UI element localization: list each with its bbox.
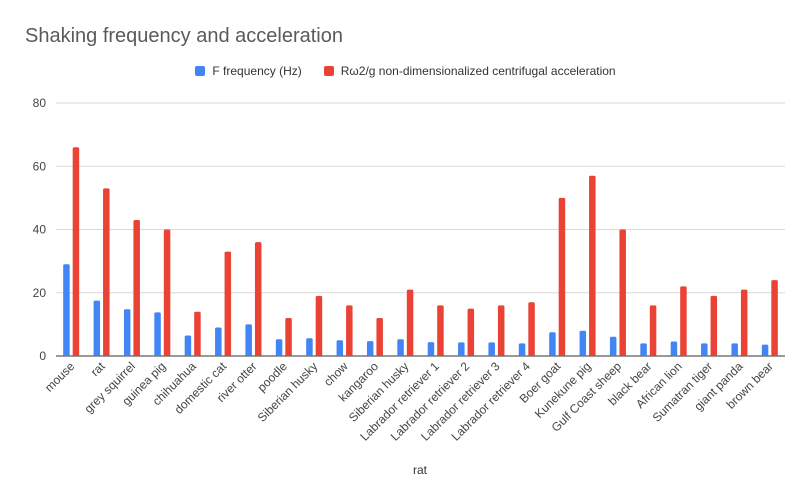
- bar-acceleration[interactable]: [497, 305, 505, 356]
- bar-acceleration[interactable]: [680, 286, 687, 356]
- bar-frequency[interactable]: [427, 342, 435, 356]
- bar-acceleration[interactable]: [133, 220, 140, 356]
- y-tick-label: 0: [39, 349, 46, 363]
- bar-frequency[interactable]: [184, 335, 192, 356]
- bar-frequency[interactable]: [306, 338, 313, 356]
- bar-frequency[interactable]: [63, 264, 70, 356]
- y-tick-label: 40: [33, 223, 47, 237]
- bar-frequency[interactable]: [245, 324, 252, 356]
- bar-acceleration[interactable]: [346, 305, 353, 356]
- bar-acceleration[interactable]: [376, 318, 383, 356]
- bar-frequency[interactable]: [609, 336, 617, 356]
- bar-acceleration[interactable]: [224, 251, 232, 356]
- bar-acceleration[interactable]: [589, 175, 596, 356]
- bar-frequency[interactable]: [215, 327, 222, 356]
- gridlines: [56, 102, 785, 357]
- bar-frequency[interactable]: [731, 343, 738, 356]
- bar-frequency[interactable]: [518, 343, 526, 356]
- legend-label-frequency: F frequency (Hz): [212, 64, 302, 78]
- bars: [63, 147, 778, 356]
- bar-frequency[interactable]: [640, 343, 647, 356]
- y-tick-label: 60: [33, 159, 47, 173]
- bar-frequency[interactable]: [336, 340, 344, 356]
- y-tick-label: 80: [33, 96, 47, 110]
- bar-acceleration[interactable]: [163, 229, 171, 357]
- bar-frequency[interactable]: [549, 332, 556, 356]
- bar-frequency[interactable]: [458, 342, 465, 356]
- bar-frequency[interactable]: [701, 343, 708, 356]
- y-tick-label: 20: [33, 286, 47, 300]
- bar-acceleration[interactable]: [649, 305, 657, 356]
- legend: F frequency (Hz) Rω2/g non-dimensionaliz…: [0, 64, 811, 78]
- bar-frequency[interactable]: [366, 341, 374, 356]
- bar-acceleration[interactable]: [103, 188, 110, 356]
- x-tick-label: rat: [88, 359, 108, 379]
- bar-acceleration[interactable]: [619, 229, 626, 357]
- bar-acceleration[interactable]: [72, 147, 80, 356]
- bar-acceleration[interactable]: [467, 308, 475, 356]
- bar-frequency[interactable]: [579, 330, 587, 356]
- bar-acceleration[interactable]: [285, 318, 292, 356]
- bar-frequency[interactable]: [397, 339, 404, 356]
- bar-frequency[interactable]: [670, 341, 678, 356]
- bar-acceleration[interactable]: [406, 289, 414, 356]
- bar-acceleration[interactable]: [528, 302, 535, 356]
- bar-frequency[interactable]: [93, 300, 101, 356]
- bar-acceleration[interactable]: [315, 295, 323, 356]
- legend-item-acceleration[interactable]: Rω2/g non-dimensionalized centrifugal ac…: [323, 64, 616, 78]
- chart-title: Shaking frequency and acceleration: [25, 25, 343, 47]
- bar-acceleration[interactable]: [771, 280, 778, 356]
- x-axis-title: rat: [413, 463, 428, 477]
- bar-acceleration[interactable]: [740, 289, 748, 356]
- bar-acceleration[interactable]: [558, 197, 566, 356]
- bar-acceleration[interactable]: [437, 305, 444, 356]
- legend-swatch-frequency: [195, 66, 206, 76]
- legend-swatch-acceleration: [323, 66, 334, 76]
- bar-frequency[interactable]: [488, 342, 495, 356]
- legend-label-acceleration: Rω2/g non-dimensionalized centrifugal ac…: [340, 64, 616, 78]
- bar-frequency[interactable]: [123, 309, 131, 356]
- bar-acceleration[interactable]: [710, 295, 718, 356]
- y-axis: 0 20 40 60 80: [33, 96, 47, 363]
- legend-item-frequency[interactable]: F frequency (Hz): [195, 64, 302, 78]
- bar-frequency[interactable]: [154, 312, 161, 356]
- bar-acceleration[interactable]: [194, 311, 201, 356]
- bar-acceleration[interactable]: [254, 242, 262, 356]
- x-tick-label: mouse: [42, 359, 78, 395]
- bar-frequency[interactable]: [761, 344, 769, 356]
- bar-frequency[interactable]: [275, 339, 283, 356]
